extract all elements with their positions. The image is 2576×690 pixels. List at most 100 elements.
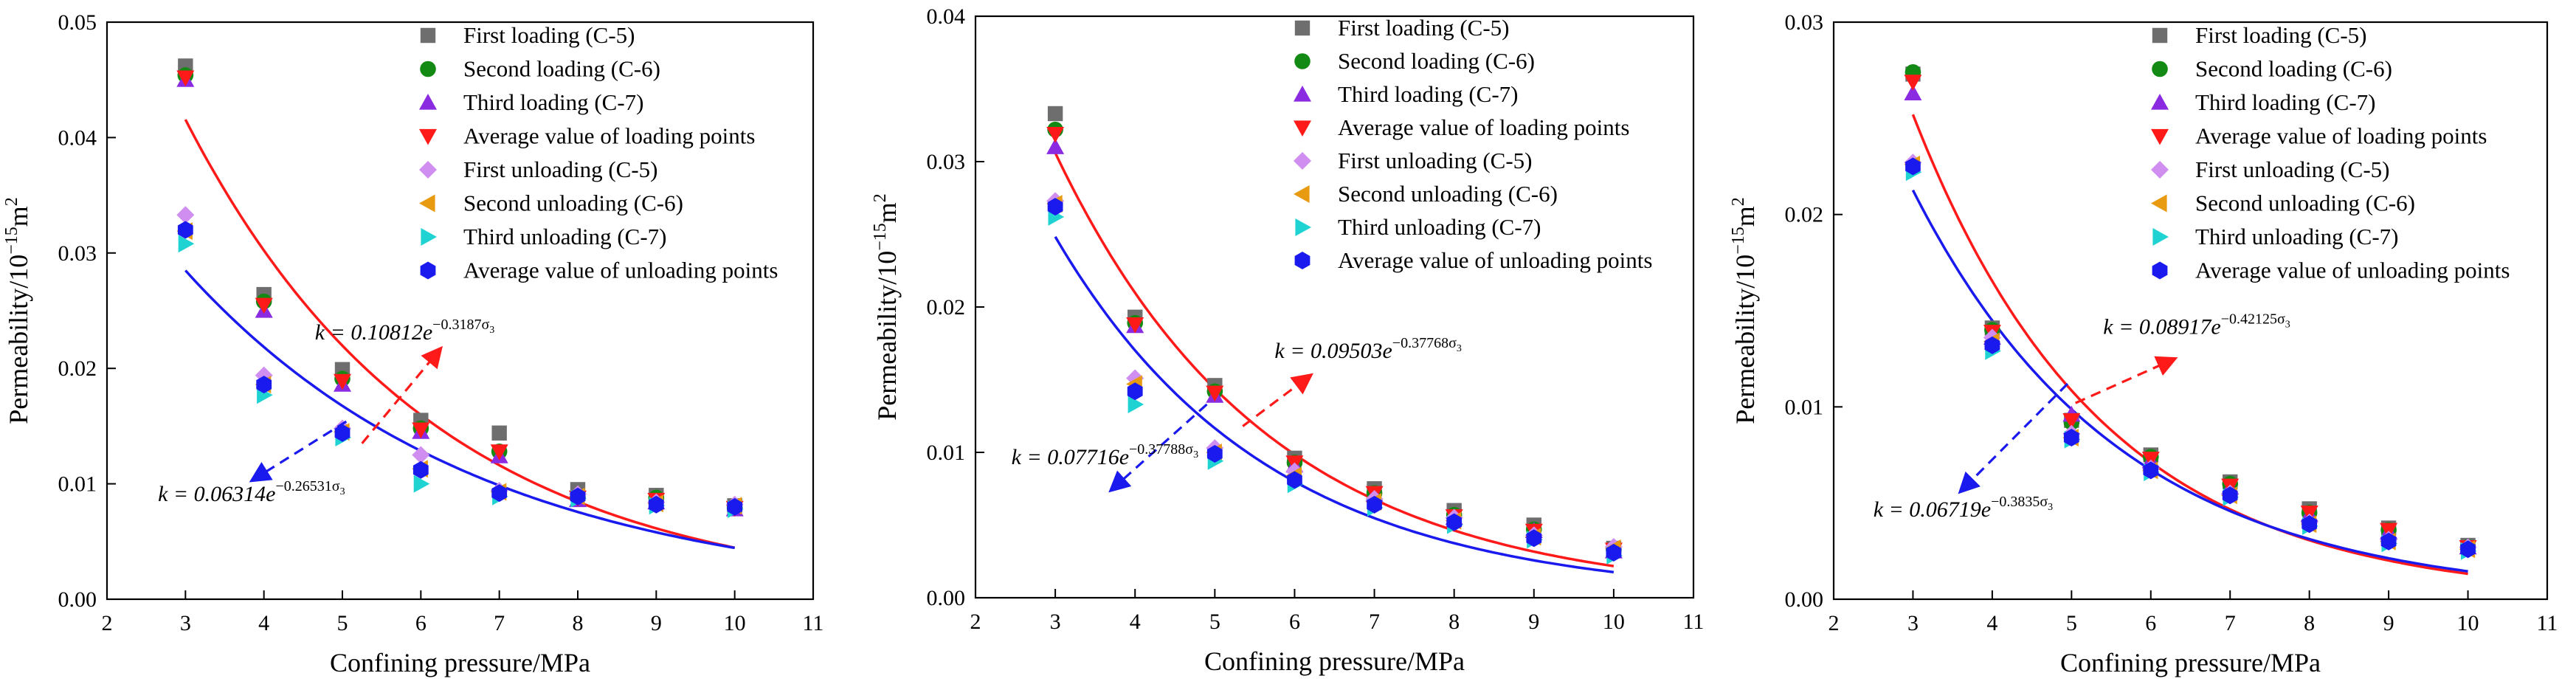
equation-exponent: −0.3187σ	[432, 317, 489, 333]
average-value-of-loading-points-point	[334, 373, 351, 390]
legend-item-first-loading-c-5: First loading (C-5)	[2152, 22, 2367, 48]
equation-base: e	[266, 482, 275, 506]
plot-frame	[1832, 21, 2549, 601]
y-axis-label-main: Permeability/10	[4, 255, 33, 424]
legend-label: Third loading (C-7)	[463, 89, 644, 115]
x-tick-label: 4	[1986, 611, 1997, 635]
legend-label: Second loading (C-6)	[463, 56, 660, 82]
legend-label: First unloading (C-5)	[1338, 148, 1533, 173]
plot-frame	[106, 21, 815, 601]
legend-label: Average value of unloading points	[1338, 247, 1652, 273]
loading-fit-equation: k = 0.10812e−0.3187σ3	[315, 317, 494, 345]
x-tick-label: 10	[2457, 611, 2479, 635]
legend-item-third-unloading-c-7: Third unloading (C-7)	[1295, 214, 1541, 240]
y-tick-label: 0.04	[927, 4, 966, 29]
average-value-of-loading-points-legend-icon	[2151, 128, 2169, 145]
x-axis-label: Confining pressure/MPa	[2060, 648, 2321, 677]
third-loading-c-7-point	[1046, 138, 1065, 154]
x-tick-label: 5	[2066, 611, 2077, 635]
legend-item-second-unloading-c-6: Second unloading (C-6)	[1294, 181, 1558, 207]
x-tick-label: 10	[724, 611, 746, 635]
equation-exponent: −0.3835σ	[1991, 494, 2048, 510]
legend-label: First unloading (C-5)	[463, 156, 658, 182]
average-value-of-unloading-points-point	[491, 484, 508, 503]
average-value-of-unloading-points-point	[1606, 543, 1622, 562]
y-axis-label-unit: m	[1730, 206, 1760, 227]
equation-base: e	[2211, 314, 2220, 339]
x-tick-label: 10	[1603, 610, 1625, 634]
legend-item-average-value-of-loading-points: Average value of loading points	[2151, 123, 2487, 149]
equation-exponent-subscript: 3	[489, 325, 494, 336]
legend-label: First loading (C-5)	[2195, 22, 2367, 48]
loading-fit-curve	[184, 119, 736, 549]
x-tick-label: 5	[1209, 610, 1220, 634]
legend-label: Second loading (C-6)	[2195, 56, 2392, 82]
average-value-of-unloading-points-point	[334, 424, 351, 442]
first-loading-c-5-point	[1047, 106, 1063, 122]
equation-base: e	[1119, 445, 1129, 469]
x-tick-label: 9	[651, 611, 662, 635]
unloading-fit-curve	[1054, 235, 1615, 574]
y-axis-label: Permeability/10−15m2	[1729, 197, 1760, 424]
average-value-of-unloading-points-point	[648, 495, 664, 514]
x-tick-label: 11	[803, 611, 824, 635]
equation-prefix: k = 0.07716	[1012, 445, 1119, 469]
average-value-of-unloading-points-point	[2380, 532, 2397, 551]
loading-fit-equation: k = 0.09503e−0.37768σ3	[1274, 335, 1461, 363]
legend-item-third-loading-c-7: Third loading (C-7)	[419, 89, 644, 115]
y-axis-label-main: Permeability/10	[872, 251, 902, 421]
legend-label: Second unloading (C-6)	[463, 190, 683, 216]
average-value-of-loading-points-point	[412, 422, 430, 439]
x-axis-label: Confining pressure/MPa	[330, 648, 590, 677]
y-tick-label: 0.00	[927, 586, 966, 610]
legend-label: Second unloading (C-6)	[1338, 181, 1558, 207]
x-tick-label: 4	[1130, 610, 1141, 634]
third-unloading-c-7-point	[178, 235, 195, 253]
equation-prefix: k = 0.10812	[315, 320, 423, 345]
average-value-of-loading-points-point	[176, 70, 195, 87]
legend-item-second-loading-c-6: Second loading (C-6)	[2152, 56, 2392, 82]
equation-base: e	[1382, 339, 1392, 363]
unloading-fit-curve	[1911, 189, 2468, 573]
y-tick-label: 0.02	[927, 295, 966, 320]
first-loading-c-5-legend-icon	[1294, 20, 1311, 36]
y-tick-label: 0.04	[58, 125, 97, 150]
y-axis-label-unit-exp: 2	[871, 193, 890, 202]
x-tick-label: 11	[2537, 611, 2558, 635]
legend-label: Average value of loading points	[463, 123, 755, 149]
average-value-of-unloading-points-point	[2063, 429, 2079, 446]
equation-prefix: k = 0.06719	[1874, 497, 1981, 522]
unloading-annotation-arrow	[249, 420, 348, 483]
y-tick-label: 0.00	[1785, 587, 1824, 612]
y-axis-label-unit-exp: 2	[1729, 197, 1748, 206]
loading-annotation-arrow	[361, 345, 443, 444]
average-value-of-unloading-points-point	[256, 376, 272, 394]
average-value-of-unloading-points-point	[2222, 486, 2238, 505]
panel-right-chart: 2 3 4 5 6 7 8 9 10 11 0.00 0.01 0.02 0.03 Confining pr…	[1729, 10, 2558, 677]
average-value-of-unloading-points-point	[570, 487, 586, 506]
average-value-of-unloading-points-point	[1127, 382, 1143, 401]
x-tick-label: 3	[1050, 610, 1061, 634]
first-unloading-c-5-legend-icon	[2151, 161, 2169, 179]
legend-label: First loading (C-5)	[463, 22, 635, 48]
second-loading-c-6-legend-icon	[2152, 61, 2168, 77]
x-tick-label: 7	[2225, 611, 2236, 635]
x-tick-label: 2	[102, 611, 113, 635]
x-tick-label: 8	[573, 611, 584, 635]
average-value-of-unloading-points-point	[727, 497, 743, 516]
equation-exponent: −0.42125σ	[2221, 311, 2285, 327]
first-loading-c-5-legend-icon	[2152, 27, 2168, 44]
legend-label: Third loading (C-7)	[2195, 89, 2376, 115]
first-loading-c-5-point	[491, 425, 507, 441]
legend-item-average-value-of-unloading-points: Average value of unloading points	[2152, 258, 2510, 283]
average-value-of-unloading-points-point	[2302, 515, 2318, 534]
y-axis-label-main: Permeability/10	[1730, 255, 1760, 424]
average-value-of-unloading-points-point	[1367, 495, 1382, 514]
third-loading-c-7-legend-icon	[1294, 86, 1311, 102]
average-value-of-unloading-points-point	[1047, 198, 1063, 216]
plot-frame	[974, 15, 1695, 599]
x-tick-label: 9	[1528, 610, 1539, 634]
legend-item-third-loading-c-7: Third loading (C-7)	[1294, 81, 1519, 107]
loading-annotation-arrow	[1242, 373, 1313, 427]
equation-exponent-subscript: 3	[340, 486, 345, 497]
